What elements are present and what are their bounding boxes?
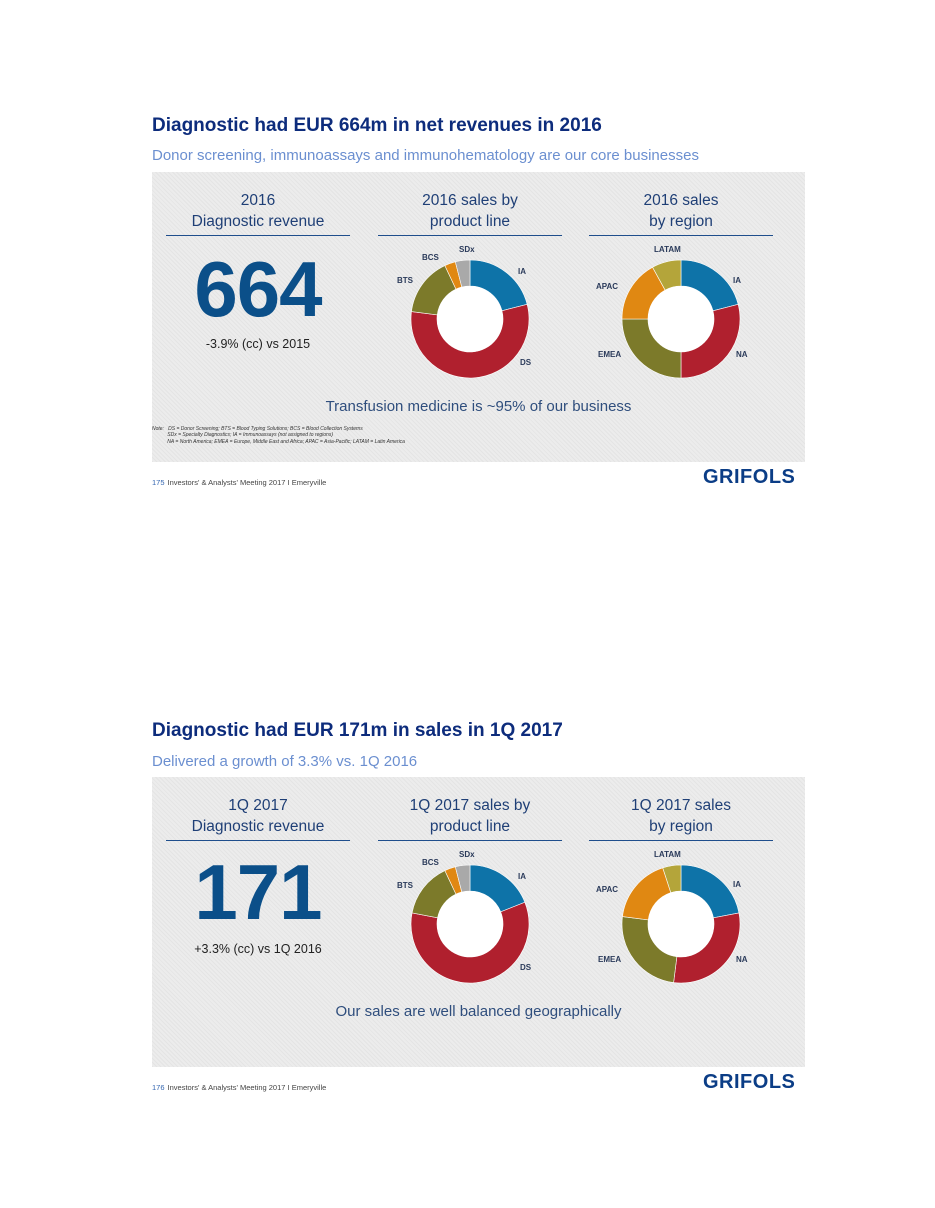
- tagline: Our sales are well balanced geographical…: [335, 1003, 622, 1020]
- divider: [166, 840, 350, 841]
- slide-subtitle: Delivered a growth of 3.3% vs. 1Q 2016: [152, 753, 418, 770]
- donut-hole: [437, 286, 503, 352]
- region-heading: 2016 sales by region: [643, 192, 719, 230]
- donut-label-bts: BTS: [397, 881, 413, 890]
- revenue-heading: 1Q 2017 Diagnostic revenue: [191, 797, 325, 835]
- donut-label-bcs: BCS: [422, 858, 439, 867]
- product-line-donut: [410, 259, 530, 379]
- grifols-logo: GRIFOLS: [703, 1071, 796, 1093]
- footnote: Note: DS = Donor Screening; BTS = Blood …: [152, 426, 405, 445]
- slide-title: Diagnostic had EUR 664m in net revenues …: [152, 115, 602, 136]
- content-panel: 1Q 2017 Diagnostic revenue 1Q 2017 sales…: [152, 777, 805, 1067]
- region-donut: [621, 259, 741, 379]
- donut-label-ia: IA: [733, 276, 741, 285]
- slide-title: Diagnostic had EUR 171m in sales in 1Q 2…: [152, 720, 563, 741]
- donut-label-ia: IA: [518, 267, 526, 276]
- product-line-heading: 2016 sales by product line: [422, 192, 518, 230]
- slide-footer: 176 Investors' & Analysts' Meeting 2017 I…: [152, 1083, 326, 1092]
- donut-label-sdx: SDx: [459, 850, 475, 859]
- revenue-figure: 171: [194, 848, 322, 936]
- revenue-heading: 2016 Diagnostic revenue: [191, 192, 325, 230]
- donut-hole: [437, 891, 503, 957]
- divider: [378, 840, 562, 841]
- page-number: 175: [152, 478, 165, 487]
- region-heading: 1Q 2017 sales by region: [631, 797, 731, 835]
- donut-label-bts: BTS: [397, 276, 413, 285]
- donut-label-apac: APAC: [596, 885, 619, 894]
- divider: [166, 235, 350, 236]
- content-panel: 2016 Diagnostic revenue 2016 sales by pr…: [152, 172, 805, 462]
- donut-label-apac: APAC: [596, 282, 619, 291]
- donut-label-sdx: SDx: [459, 245, 475, 254]
- growth-text: -3.9% (cc) vs 2015: [205, 337, 311, 351]
- slide-subtitle: Donor screening, immunoassays and immuno…: [152, 147, 699, 164]
- donut-label-bcs: BCS: [422, 253, 439, 262]
- revenue-figure: 664: [194, 245, 322, 333]
- tagline: Transfusion medicine is ~95% of our busi…: [325, 398, 632, 415]
- divider: [589, 235, 773, 236]
- donut-hole: [648, 891, 714, 957]
- page-number: 176: [152, 1083, 165, 1092]
- donut-label-ia: IA: [518, 872, 526, 881]
- footer-text: Investors' & Analysts' Meeting 2017 I Em…: [167, 478, 327, 487]
- region-donut: [621, 864, 741, 984]
- donut-label-na: NA: [736, 350, 748, 359]
- growth-text: +3.3% (cc) vs 1Q 2016: [194, 942, 322, 956]
- product-line-donut: [410, 864, 530, 984]
- donut-label-emea: EMEA: [598, 350, 622, 359]
- donut-label-emea: EMEA: [598, 955, 622, 964]
- slide-footer: 175 Investors' & Analysts' Meeting 2017 I…: [152, 478, 326, 487]
- footer-text: Investors' & Analysts' Meeting 2017 I Em…: [167, 1083, 327, 1092]
- donut-hole: [648, 286, 714, 352]
- donut-label-latam: LATAM: [654, 245, 681, 254]
- donut-label-ds: DS: [520, 963, 532, 972]
- donut-label-latam: LATAM: [654, 850, 681, 859]
- donut-label-ia: IA: [733, 880, 741, 889]
- product-line-heading: 1Q 2017 sales by product line: [409, 797, 531, 835]
- grifols-logo: GRIFOLS: [703, 466, 796, 488]
- donut-label-ds: DS: [520, 358, 532, 367]
- donut-label-na: NA: [736, 955, 748, 964]
- divider: [589, 840, 773, 841]
- divider: [378, 235, 562, 236]
